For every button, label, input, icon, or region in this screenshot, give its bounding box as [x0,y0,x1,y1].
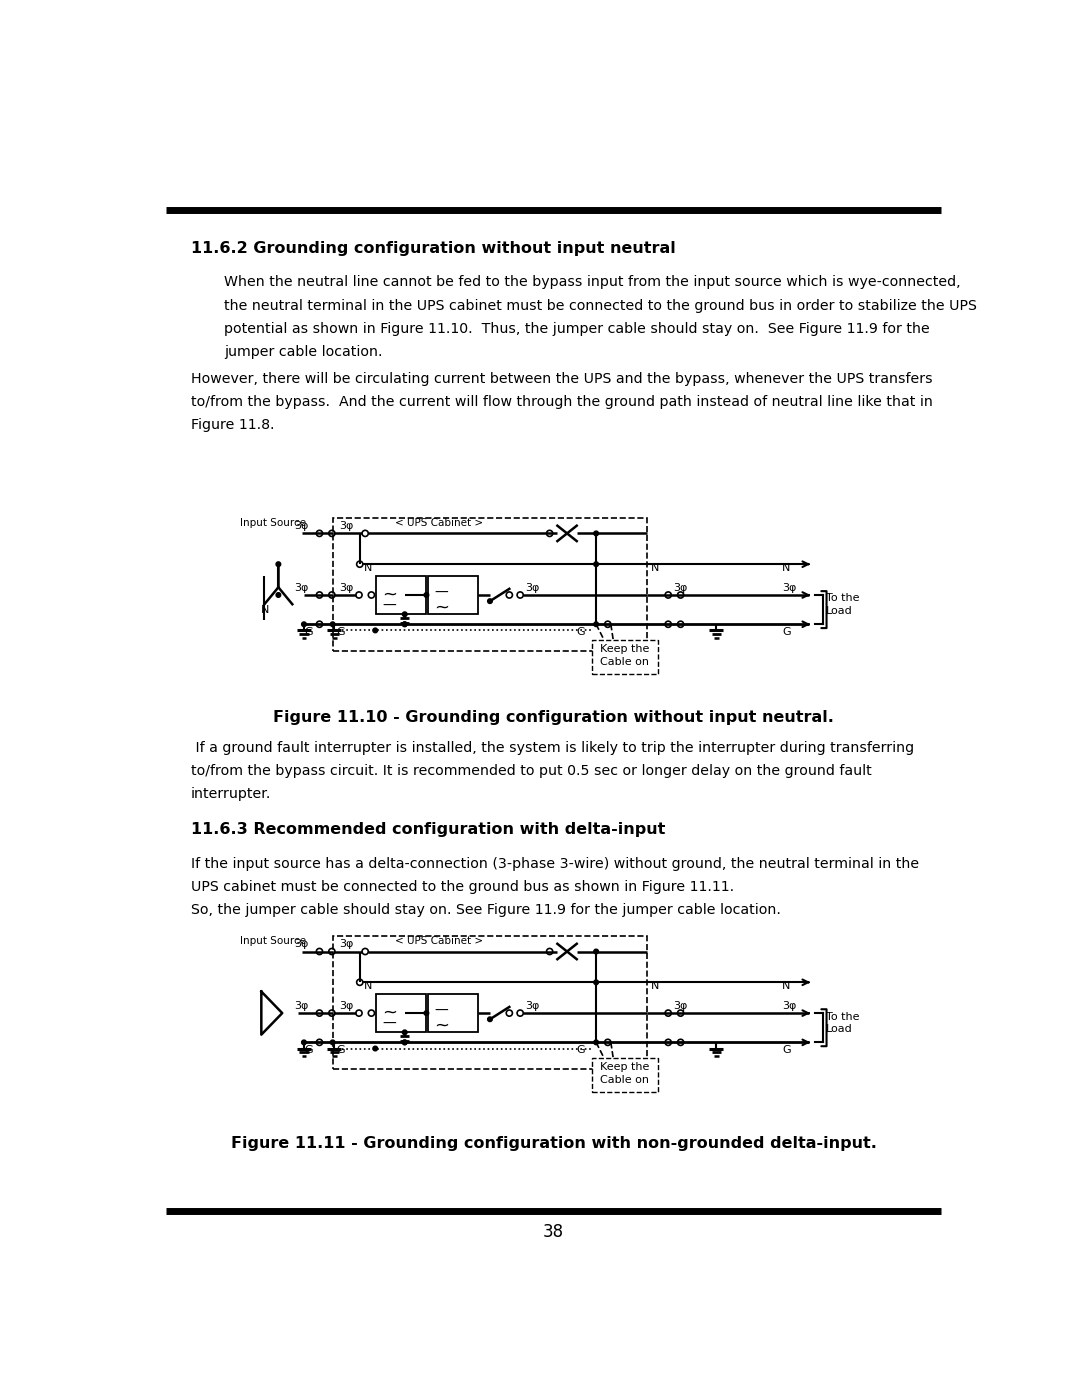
Text: If the input source has a delta-connection (3-phase 3-wire) without ground, the : If the input source has a delta-connecti… [191,856,919,870]
Circle shape [403,1030,407,1035]
Text: Input Source: Input Source [240,518,306,528]
Text: the neutral terminal in the UPS cabinet must be connected to the ground bus in o: the neutral terminal in the UPS cabinet … [225,299,977,313]
Circle shape [403,1039,407,1045]
Text: potential as shown in Figure 11.10.  Thus, the jumper cable should stay on.  See: potential as shown in Figure 11.10. Thus… [225,321,930,335]
Text: N: N [782,563,791,573]
Circle shape [594,1039,598,1045]
Bar [333,518,647,651]
Text: 3φ: 3φ [674,583,688,592]
Text: Cable on: Cable on [600,657,649,666]
Bar [428,993,478,1032]
Text: —: — [382,599,396,613]
Text: 3φ: 3φ [294,583,308,592]
Circle shape [276,562,281,567]
Text: G: G [577,1045,585,1056]
Circle shape [424,1011,429,1016]
Text: —: — [434,585,448,599]
Text: N: N [261,605,270,615]
Text: 3φ: 3φ [294,939,308,949]
Circle shape [403,622,407,627]
Circle shape [403,1039,407,1045]
Text: N: N [782,981,791,990]
Bar [376,993,427,1032]
Bar [376,576,427,615]
Text: G: G [782,1045,791,1056]
Text: 11.6.2 Grounding configuration without input neutral: 11.6.2 Grounding configuration without i… [191,240,676,256]
Text: Input Source: Input Source [240,936,306,946]
Circle shape [403,612,407,616]
Text: G: G [337,627,346,637]
Bar [333,936,647,1069]
Text: to/from the bypass.  And the current will flow through the ground path instead o: to/from the bypass. And the current will… [191,395,933,409]
Text: N: N [364,563,372,573]
Text: Figure 11.10 - Grounding configuration without input neutral.: Figure 11.10 - Grounding configuration w… [273,711,834,725]
Text: 3φ: 3φ [525,583,539,592]
Circle shape [488,1017,492,1021]
Bar [592,640,658,675]
Text: 3φ: 3φ [339,1000,353,1011]
Text: 38: 38 [543,1222,564,1241]
Circle shape [594,979,598,985]
Text: —: — [434,1004,448,1018]
Text: 3φ: 3φ [339,521,353,531]
Text: ~: ~ [382,585,397,604]
Circle shape [330,622,335,627]
Circle shape [301,1039,307,1045]
Circle shape [373,1046,378,1051]
Bar [428,576,478,615]
Circle shape [488,599,492,604]
Text: jumper cable location.: jumper cable location. [225,345,382,359]
Text: 3φ: 3φ [674,1000,688,1011]
Text: However, there will be circulating current between the UPS and the bypass, whene: However, there will be circulating curre… [191,372,932,386]
Text: N: N [650,563,659,573]
Text: If a ground fault interrupter is installed, the system is likely to trip the int: If a ground fault interrupter is install… [191,742,914,756]
Circle shape [424,592,429,598]
Text: < UPS Cabinet >: < UPS Cabinet > [394,936,483,946]
Circle shape [330,1039,335,1045]
Text: 11.6.3 Recommended configuration with delta-input: 11.6.3 Recommended configuration with de… [191,823,665,837]
Circle shape [594,531,598,535]
Text: < UPS Cabinet >: < UPS Cabinet > [394,518,483,528]
Text: To the: To the [825,594,859,604]
Text: interrupter.: interrupter. [191,788,271,802]
Text: G: G [782,627,791,637]
Text: N: N [650,981,659,990]
Text: G: G [577,627,585,637]
Circle shape [594,949,598,954]
Bar [592,1058,658,1092]
Text: UPS cabinet must be connected to the ground bus as shown in Figure 11.11.: UPS cabinet must be connected to the gro… [191,880,734,894]
Text: G: G [303,1045,312,1056]
Text: 3φ: 3φ [525,1000,539,1011]
Text: G: G [303,627,312,637]
Text: To the: To the [825,1011,859,1021]
Text: to/from the bypass circuit. It is recommended to put 0.5 sec or longer delay on : to/from the bypass circuit. It is recomm… [191,764,872,778]
Text: G: G [337,1045,346,1056]
Text: 3φ: 3φ [782,1000,797,1011]
Circle shape [403,622,407,627]
Text: ~: ~ [434,1017,449,1035]
Text: 3φ: 3φ [339,939,353,949]
Text: 3φ: 3φ [294,1000,308,1011]
Text: 3φ: 3φ [294,521,308,531]
Circle shape [594,562,598,567]
Circle shape [373,629,378,633]
Text: Cable on: Cable on [600,1074,649,1084]
Circle shape [276,592,281,598]
Text: ~: ~ [434,599,449,617]
Text: When the neutral line cannot be fed to the bypass input from the input source wh: When the neutral line cannot be fed to t… [225,275,961,289]
Circle shape [301,622,307,627]
Text: Load: Load [825,1024,852,1034]
Text: Keep the: Keep the [600,1062,649,1071]
Text: So, the jumper cable should stay on. See Figure 11.9 for the jumper cable locati: So, the jumper cable should stay on. See… [191,902,781,916]
Text: —: — [382,1017,396,1031]
Text: 3φ: 3φ [339,583,353,592]
Text: N: N [364,981,372,990]
Text: 3φ: 3φ [782,583,797,592]
Text: ~: ~ [382,1004,397,1021]
Text: Keep the: Keep the [600,644,649,654]
Text: Figure 11.11 - Grounding configuration with non-grounded delta-input.: Figure 11.11 - Grounding configuration w… [230,1136,877,1151]
Text: Load: Load [825,606,852,616]
Text: Figure 11.8.: Figure 11.8. [191,418,274,432]
Circle shape [594,622,598,627]
